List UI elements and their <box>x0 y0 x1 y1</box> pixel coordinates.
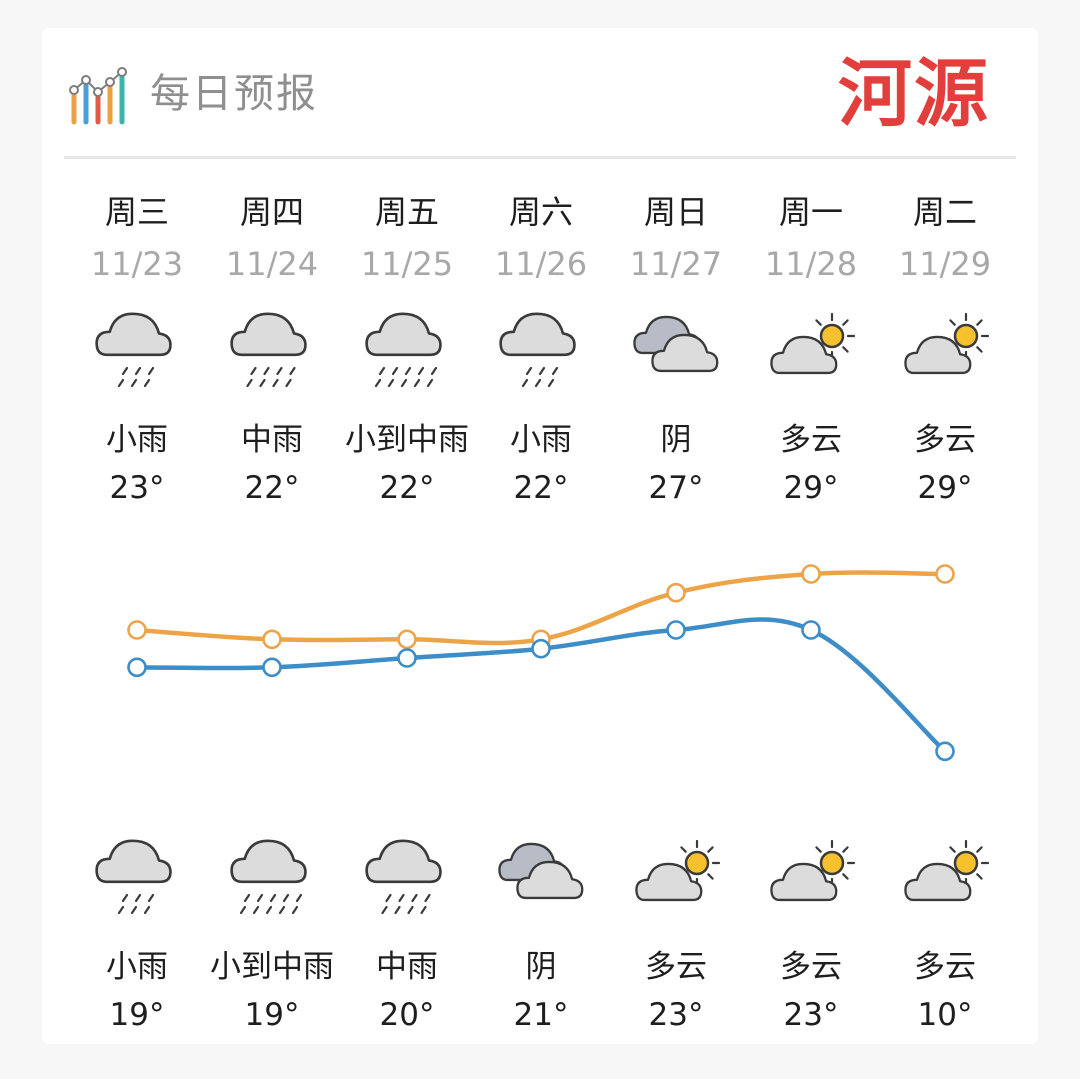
day-condition: 中雨 <box>241 422 303 458</box>
header-divider <box>64 156 1016 159</box>
low-temp-point <box>397 648 417 668</box>
partly-cloudy-icon <box>766 833 856 923</box>
night-condition: 阴 <box>525 949 557 985</box>
light-to-moderate-rain-icon <box>227 833 317 923</box>
day-condition: 小雨 <box>106 422 168 458</box>
day-column: 周四 11/24 中雨 22° 小到中雨 19° <box>197 28 347 1044</box>
day-high-temp: 22° <box>244 470 300 506</box>
partly-cloudy-icon <box>900 306 990 396</box>
high-temp-point <box>935 564 955 584</box>
date-label: 11/27 <box>629 245 723 283</box>
day-condition: 多云 <box>914 422 976 458</box>
night-condition: 小雨 <box>106 949 168 985</box>
day-column: 周五 11/25 小到中雨 22° 中雨 20° <box>332 28 482 1044</box>
night-condition: 多云 <box>645 949 707 985</box>
high-temp-point <box>801 564 821 584</box>
day-high-temp: 29° <box>917 470 973 506</box>
day-high-temp: 27° <box>648 470 704 506</box>
low-temp-point <box>666 620 686 640</box>
low-temp-point <box>531 638 551 659</box>
date-label: 11/24 <box>225 245 319 283</box>
low-temp-point <box>801 620 821 640</box>
forecast-days: 周三 11/23 小雨 23° 小雨 19° 周四 11/24 中雨 22° 小… <box>42 28 1038 1044</box>
night-condition: 多云 <box>914 949 976 985</box>
weekday-label: 周六 <box>508 193 573 231</box>
weekday-label: 周五 <box>374 193 439 231</box>
low-temp-point <box>262 657 282 678</box>
night-low-temp: 19° <box>109 997 165 1033</box>
night-condition: 多云 <box>780 949 842 985</box>
day-condition: 多云 <box>780 422 842 458</box>
city-name: 河源 <box>838 51 990 137</box>
night-low-temp: 23° <box>648 997 704 1033</box>
section-title: 每日预报 <box>150 71 318 117</box>
light-rain-icon <box>92 306 182 396</box>
low-temp-point <box>935 741 955 762</box>
high-temp-point <box>397 629 417 650</box>
bar-chart-icon <box>66 66 128 126</box>
high-temp-point <box>666 582 686 603</box>
weekday-label: 周日 <box>643 193 708 231</box>
date-label: 11/23 <box>90 245 184 283</box>
date-label: 11/28 <box>764 245 858 283</box>
day-column: 周日 11/27 阴 27° 多云 23° <box>601 28 751 1044</box>
high-temp-point <box>262 629 282 650</box>
day-high-temp: 22° <box>513 470 569 506</box>
day-condition: 小到中雨 <box>345 422 469 458</box>
overcast-icon <box>496 833 586 923</box>
date-label: 11/26 <box>494 245 588 283</box>
date-label: 11/29 <box>898 245 992 283</box>
day-condition: 阴 <box>660 422 692 458</box>
weekday-label: 周三 <box>104 193 169 231</box>
day-condition: 小雨 <box>510 422 572 458</box>
overcast-icon <box>631 306 721 396</box>
light-rain-icon <box>92 833 182 923</box>
light-to-moderate-rain-icon <box>362 306 452 396</box>
night-condition: 小到中雨 <box>210 949 334 985</box>
date-label: 11/25 <box>360 245 454 283</box>
partly-cloudy-icon <box>766 306 856 396</box>
day-column: 周二 11/29 多云 29° 多云 10° <box>870 28 1020 1044</box>
weekday-label: 周四 <box>239 193 304 231</box>
forecast-card: 每日预报 河源 周三 11/23 小雨 23° 小雨 19° 周四 11/24 … <box>42 28 1038 1044</box>
partly-cloudy-icon <box>631 833 721 923</box>
moderate-rain-icon <box>362 833 452 923</box>
day-column: 周一 11/28 多云 29° 多云 23° <box>736 28 886 1044</box>
night-low-temp: 19° <box>244 997 300 1033</box>
high-temp-point <box>127 620 147 640</box>
moderate-rain-icon <box>227 306 317 396</box>
partly-cloudy-icon <box>900 833 990 923</box>
light-rain-icon <box>496 306 586 396</box>
night-low-temp: 20° <box>379 997 435 1033</box>
temperature-chart <box>127 564 955 762</box>
night-low-temp: 23° <box>783 997 839 1033</box>
day-column: 周六 11/26 小雨 22° 阴 21° <box>466 28 616 1044</box>
night-condition: 中雨 <box>376 949 438 985</box>
day-column: 周三 11/23 小雨 23° 小雨 19° <box>62 28 212 1044</box>
weekday-label: 周二 <box>912 193 977 231</box>
day-high-temp: 29° <box>783 470 839 506</box>
low-temp-point <box>127 657 147 678</box>
day-high-temp: 22° <box>379 470 435 506</box>
day-high-temp: 23° <box>109 470 165 506</box>
night-low-temp: 21° <box>513 997 569 1033</box>
weekday-label: 周一 <box>778 193 843 231</box>
night-low-temp: 10° <box>917 997 973 1033</box>
